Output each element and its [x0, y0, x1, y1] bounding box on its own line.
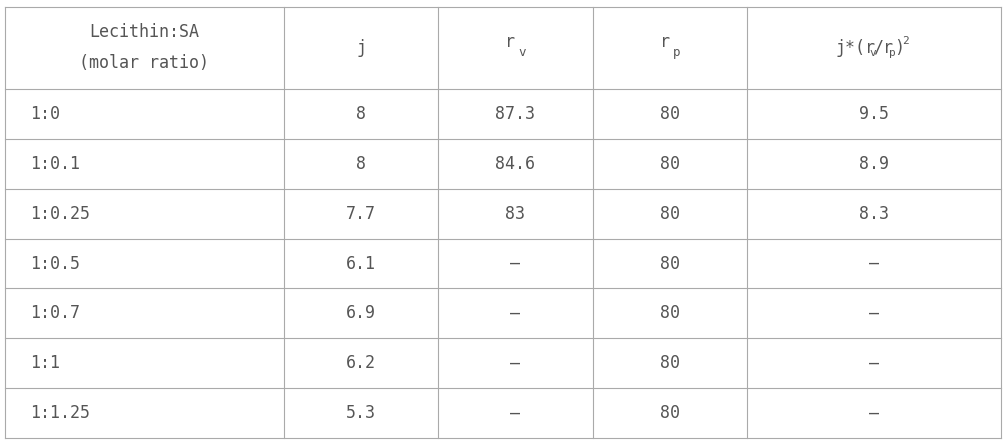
Text: /r: /r [873, 39, 892, 57]
Text: v: v [519, 46, 526, 59]
Text: j*(r: j*(r [835, 39, 875, 57]
Text: 83: 83 [505, 205, 525, 222]
Text: 2: 2 [901, 36, 908, 46]
Text: v: v [869, 48, 876, 58]
Text: ): ) [894, 39, 904, 57]
Text: 80: 80 [660, 205, 680, 222]
Text: –: – [869, 405, 879, 422]
Text: Lecithin:SA
(molar ratio): Lecithin:SA (molar ratio) [79, 24, 209, 72]
Text: 1:1.25: 1:1.25 [30, 405, 91, 422]
Text: r: r [660, 33, 670, 51]
Text: –: – [869, 354, 879, 372]
Text: –: – [510, 405, 520, 422]
Text: p: p [889, 48, 896, 58]
Text: 1:0: 1:0 [30, 105, 60, 123]
Text: –: – [869, 304, 879, 323]
Text: 80: 80 [660, 304, 680, 323]
Text: 5.3: 5.3 [346, 405, 376, 422]
Text: 80: 80 [660, 405, 680, 422]
Text: 1:0.5: 1:0.5 [30, 255, 80, 272]
Text: –: – [510, 304, 520, 323]
Text: 8.9: 8.9 [859, 154, 889, 173]
Text: 80: 80 [660, 154, 680, 173]
Text: 8: 8 [356, 154, 366, 173]
Text: 84.6: 84.6 [495, 154, 535, 173]
Text: 9.5: 9.5 [859, 105, 889, 123]
Text: 6.1: 6.1 [346, 255, 376, 272]
Text: r: r [505, 33, 515, 51]
Text: 87.3: 87.3 [495, 105, 535, 123]
Text: 1:1: 1:1 [30, 354, 60, 372]
Text: 1:0.1: 1:0.1 [30, 154, 80, 173]
Text: 1:0.25: 1:0.25 [30, 205, 91, 222]
Text: 6.2: 6.2 [346, 354, 376, 372]
Text: 6.9: 6.9 [346, 304, 376, 323]
Text: 80: 80 [660, 105, 680, 123]
Text: –: – [869, 255, 879, 272]
Text: –: – [510, 354, 520, 372]
Text: j: j [356, 39, 366, 57]
Text: 8.3: 8.3 [859, 205, 889, 222]
Text: –: – [510, 255, 520, 272]
Text: p: p [673, 46, 681, 59]
Text: 1:0.7: 1:0.7 [30, 304, 80, 323]
Text: 80: 80 [660, 354, 680, 372]
Text: 8: 8 [356, 105, 366, 123]
Text: 80: 80 [660, 255, 680, 272]
Text: 7.7: 7.7 [346, 205, 376, 222]
